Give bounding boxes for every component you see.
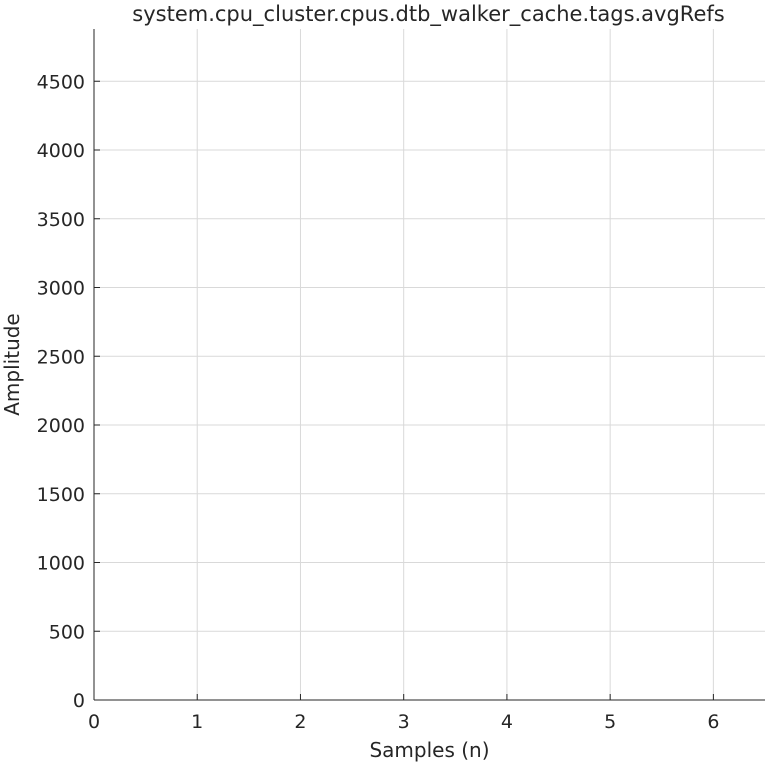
x-tick-label: 3 [398,711,410,733]
y-tick-label: 500 [49,621,85,643]
y-axis-label: Amplitude [0,313,24,416]
y-tick-label: 3000 [37,278,85,300]
x-tick-label: 4 [501,711,513,733]
y-tick-label: 2000 [37,415,85,437]
x-tick-label: 2 [294,711,306,733]
y-tick-label: 1000 [37,553,85,575]
x-tick-label: 5 [604,711,616,733]
x-tick-label: 0 [88,711,100,733]
grid [94,29,765,700]
y-tick-label: 4500 [37,71,85,93]
y-tick-label: 1500 [37,484,85,506]
x-tick-label: 6 [707,711,719,733]
y-tick-label: 2500 [37,346,85,368]
x-axis-label: Samples (n) [369,738,489,762]
chart-title: system.cpu_cluster.cpus.dtb_walker_cache… [132,2,724,27]
y-tick-label: 4000 [37,140,85,162]
ticks: 0 1 2 3 4 5 6 0 500 1000 1500 2000 2500 3000 3500 4000 4… [37,71,720,733]
y-tick-label: 0 [73,690,85,712]
x-tick-label: 1 [191,711,203,733]
y-tick-label: 3500 [37,209,85,231]
